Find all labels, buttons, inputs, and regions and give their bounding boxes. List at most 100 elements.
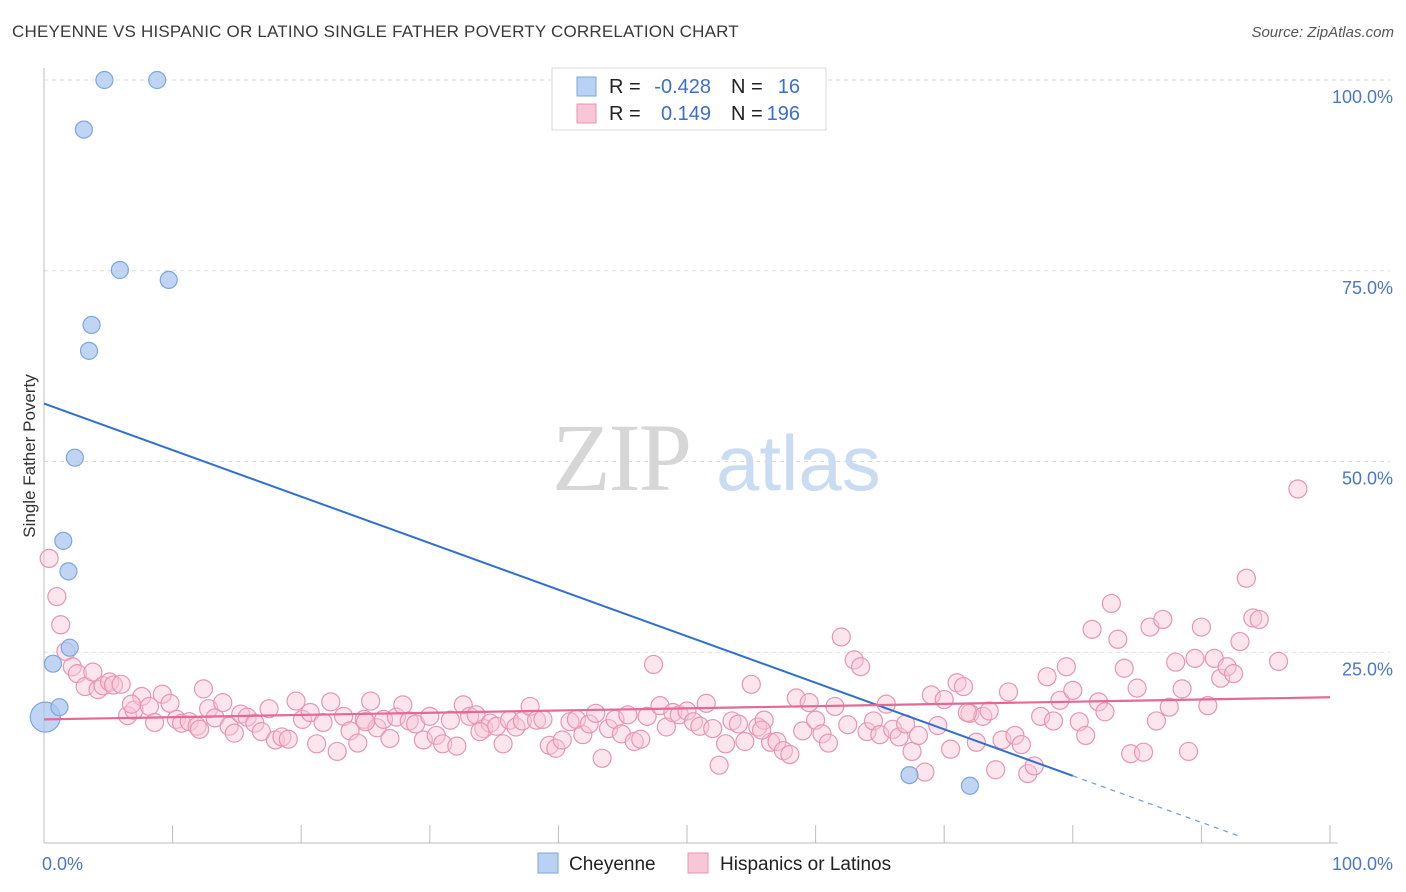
hispanic-point [251, 722, 271, 742]
hispanic-point [327, 741, 347, 762]
hispanic-point [998, 682, 1019, 702]
cheyenne-point [43, 654, 63, 673]
legend: R = -0.428 N = 16 R = 0.149 N = 196 [551, 67, 827, 131]
y-tick-label: 75.0% [1342, 278, 1393, 298]
hispanic-point [193, 679, 214, 699]
cheyenne-point [159, 270, 178, 290]
hispanic-point [83, 662, 103, 682]
cheyenne-point [95, 70, 114, 90]
hispanic-point [1018, 763, 1038, 784]
hispanic-point [1288, 479, 1308, 499]
x-tick-labels: 0.0% 100.0% [42, 854, 1393, 874]
hispanic-point [1178, 741, 1199, 762]
hispanic-point [1223, 664, 1244, 684]
hispanic-point [1243, 608, 1263, 628]
hispanic-point [420, 706, 440, 726]
hispanic-point [1211, 668, 1231, 688]
hispanic-trend-line [43, 696, 1331, 721]
hispanic-point [966, 732, 986, 752]
hispanic-point [205, 708, 225, 728]
hispanic-point [715, 734, 736, 754]
hispanic-point [735, 731, 755, 752]
y-tick-label: 50.0% [1342, 469, 1393, 489]
hispanic-point [992, 730, 1012, 750]
hispanic-point [493, 734, 513, 754]
legend-r-label-1: R = [609, 76, 641, 98]
hispanic-point [979, 701, 999, 721]
cheyenne-point [148, 70, 167, 90]
hispanic-point [1108, 629, 1128, 649]
hispanic-point [1095, 702, 1115, 722]
hispanic-point [1185, 648, 1205, 668]
hispanic-point [413, 730, 433, 750]
hispanic-point [677, 701, 697, 721]
chart-source: Source: ZipAtlas.com [1251, 24, 1394, 41]
hispanic-point [696, 693, 716, 713]
bottom-legend-swatch-hispanic [687, 852, 709, 874]
hispanic-point [586, 703, 606, 723]
bottom-legend-swatch-cheyenne [537, 852, 559, 874]
hispanic-point [552, 730, 572, 750]
cheyenne-point [960, 776, 980, 795]
legend-swatch-cheyenne [576, 76, 597, 97]
hispanic-point [1153, 609, 1173, 630]
cheyenne-trend-extension [1072, 775, 1241, 837]
hispanic-point [307, 734, 327, 754]
legend-r-value-2: 0.149 [661, 103, 711, 125]
hispanic-point [1133, 742, 1154, 762]
hispanic-point [1166, 652, 1186, 672]
hispanic-point [883, 719, 903, 739]
hispanic-point [631, 729, 651, 749]
hispanic-point [224, 723, 244, 743]
hispanic-point [709, 755, 729, 775]
hispanic-point [902, 741, 922, 762]
hispanic-point [300, 702, 320, 723]
hispanic-point [1146, 711, 1166, 731]
hispanic-point [637, 706, 657, 726]
hispanic-point [1037, 667, 1057, 687]
cheyenne-point [54, 531, 73, 550]
legend-r-value-1: -0.428 [654, 76, 711, 98]
bottom-legend-hispanic: Hispanics or Latinos [720, 854, 891, 875]
hispanic-point [941, 739, 961, 759]
hispanic-point [144, 712, 165, 733]
hispanic-point [440, 710, 460, 730]
legend-swatch-hispanic [576, 103, 597, 124]
hispanic-point [851, 657, 871, 677]
hispanic-point [1043, 711, 1064, 731]
hispanic-point [1114, 658, 1134, 678]
hispanic-point [1011, 734, 1031, 755]
x-tick-label: 100.0% [1332, 854, 1393, 874]
hispanic-point [957, 702, 977, 723]
x-tick-label: 0.0% [42, 854, 83, 874]
hispanic-point [51, 615, 71, 635]
hispanic-point [818, 733, 839, 753]
hispanic-point [103, 675, 124, 695]
hispanic-point [934, 689, 954, 710]
hispanic-point [313, 712, 333, 733]
hispanic-point [928, 715, 948, 736]
hispanic-point [117, 705, 138, 726]
hispanic-point [1191, 617, 1212, 637]
hispanic-point [799, 693, 819, 713]
hispanic-point [453, 695, 473, 715]
chart-title: CHEYENNE VS HISPANIC OR LATINO SINGLE FA… [12, 22, 739, 41]
hispanic-point [915, 762, 935, 782]
cheyenne-trend-line [43, 402, 1074, 777]
trend-lines [43, 402, 1331, 837]
hispanic-point [380, 728, 400, 749]
hispanic-point [259, 699, 279, 719]
hispanic-point [393, 695, 413, 715]
hispanic-point [643, 654, 664, 675]
legend-r-label-2: R = [609, 103, 641, 125]
hispanic-point [213, 693, 233, 713]
cheyenne-point [60, 638, 79, 657]
legend-n-value-2: 196 [767, 103, 800, 125]
hispanic-point [348, 733, 368, 753]
hispanic-point [132, 686, 152, 707]
hispanic-point [793, 721, 813, 741]
hispanic-point [47, 586, 67, 607]
hispanic-point [780, 744, 800, 765]
hispanic-point [1172, 679, 1192, 699]
